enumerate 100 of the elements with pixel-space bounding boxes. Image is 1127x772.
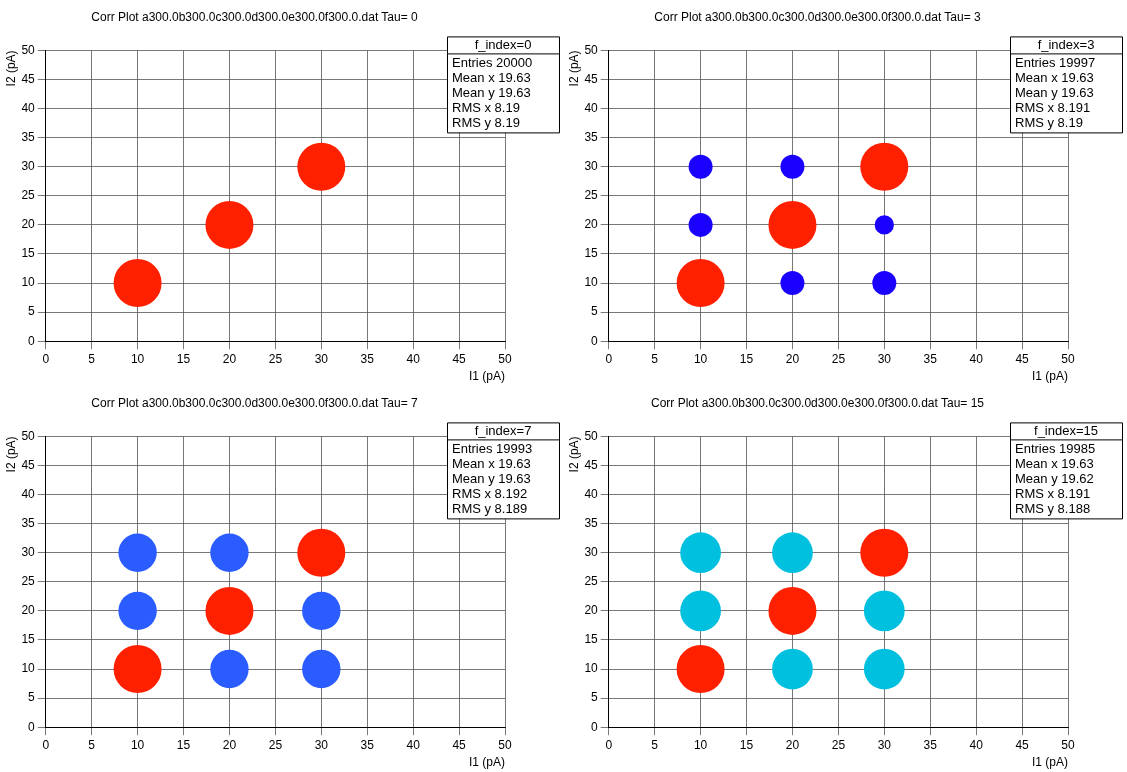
y-tick-label: 40 [21,100,36,115]
x-axis-title: I1 (pA) [468,755,505,770]
x-tick-label: 25 [831,737,846,752]
y-tick-label: 15 [21,632,36,647]
x-tick-label: 45 [1015,737,1030,752]
annotation: RMS x 8.191 [1015,99,1091,115]
x-tick-label: 35 [923,737,938,752]
x-tick-label: 35 [360,351,375,366]
y-axis-title: I2 (pA) [566,50,581,87]
annotation: Entries 19993 [452,440,533,456]
annotation: RMS y 8.189 [452,500,528,516]
x-tick-label: 5 [651,737,659,752]
x-tick-label: 20 [222,737,237,752]
x-tick-label: 5 [651,351,659,366]
y-tick-label: 50 [584,42,599,57]
y-tick-label: 0 [591,719,599,734]
annotation: RMS y 8.19 [1015,114,1083,130]
x-tick-label: 15 [176,737,191,752]
x-tick-label: 50 [498,351,512,366]
y-tick-label: 0 [28,333,36,348]
annotation: Mean y 19.63 [452,84,531,100]
y-tick-label: 30 [21,545,36,560]
x-tick-label: 15 [739,737,754,752]
x-tick-label: 5 [88,351,96,366]
y-tick-label: 50 [21,42,36,57]
annotation: Mean x 19.63 [1015,69,1094,85]
x-tick-label: 20 [222,351,237,366]
x-tick-label: 0 [42,351,50,366]
x-tick-label: 40 [406,737,421,752]
annotation: RMS x 8.19 [452,99,520,115]
y-tick-label: 35 [21,129,36,144]
y-tick-label: 35 [584,515,599,530]
y-tick-label: 10 [584,275,599,290]
y-tick-label: 10 [21,661,36,676]
annotation: f_index=15 [1034,422,1098,438]
y-tick-label: 40 [584,100,599,115]
y-tick-label: 35 [21,515,36,530]
y-tick-label: 30 [21,159,36,174]
y-tick-label: 45 [584,457,599,472]
x-tick-label: 30 [314,351,329,366]
chart-title: Corr Plot a300.0b300.0c300.0d300.0e300.0f300.0.dat Tau= 0 [91,9,419,24]
annotation: Mean y 19.63 [1015,84,1094,100]
annotation: RMS y 8.188 [1015,500,1091,516]
x-tick-label: 20 [785,737,800,752]
annotation: Mean x 19.63 [1015,455,1094,471]
x-tick-label: 5 [88,737,96,752]
x-axis-title: I1 (pA) [1031,755,1068,770]
y-tick-label: 15 [584,246,599,261]
x-tick-label: 10 [130,737,145,752]
annotation: f_index=3 [1037,36,1095,52]
x-axis-title: I1 (pA) [1031,369,1068,384]
y-tick-label: 10 [584,661,599,676]
y-tick-label: 20 [584,603,599,618]
annotation: RMS y 8.19 [452,114,520,130]
annotation: Entries 20000 [452,54,533,70]
annotation: f_index=7 [474,422,532,438]
chart-title: Corr Plot a300.0b300.0c300.0d300.0e300.0f300.0.dat Tau= 7 [91,395,419,410]
chart-title: Corr Plot a300.0b300.0c300.0d300.0e300.0f300.0.dat Tau= 15 [650,395,985,410]
y-tick-label: 5 [28,304,36,319]
x-tick-label: 40 [969,351,984,366]
y-tick-label: 5 [28,690,36,705]
x-tick-label: 10 [130,351,145,366]
y-tick-label: 25 [584,574,599,589]
y-tick-label: 30 [584,545,599,560]
y-tick-label: 0 [591,333,599,348]
x-tick-label: 35 [360,737,375,752]
annotation: RMS x 8.191 [1015,485,1091,501]
x-tick-label: 15 [176,351,191,366]
y-tick-label: 45 [21,71,36,86]
y-tick-label: 5 [591,304,599,319]
x-tick-label: 0 [605,737,613,752]
annotation: Mean y 19.62 [1015,470,1094,486]
y-tick-label: 50 [584,428,599,443]
y-tick-label: 45 [21,457,36,472]
y-axis-title: I2 (pA) [3,436,18,473]
x-tick-label: 40 [969,737,984,752]
x-tick-label: 0 [42,737,50,752]
y-tick-label: 20 [21,217,36,232]
annotation: RMS x 8.192 [452,485,528,501]
x-tick-label: 30 [314,737,329,752]
y-tick-label: 35 [584,129,599,144]
x-tick-label: 50 [1061,351,1075,366]
y-tick-label: 25 [584,188,599,203]
x-tick-label: 40 [406,351,421,366]
y-tick-label: 40 [21,486,36,501]
x-tick-label: 25 [268,351,283,366]
y-tick-label: 15 [21,246,36,261]
y-tick-label: 20 [21,603,36,618]
y-tick-label: 25 [21,574,36,589]
x-tick-label: 35 [923,351,938,366]
annotation: Entries 19997 [1015,54,1096,70]
x-tick-label: 45 [452,351,467,366]
y-tick-label: 50 [21,428,36,443]
y-tick-label: 40 [584,486,599,501]
y-tick-label: 45 [584,71,599,86]
annotation: Mean y 19.63 [452,470,531,486]
x-tick-label: 25 [831,351,846,366]
y-tick-label: 15 [584,632,599,647]
x-tick-label: 25 [268,737,283,752]
x-tick-label: 0 [605,351,613,366]
